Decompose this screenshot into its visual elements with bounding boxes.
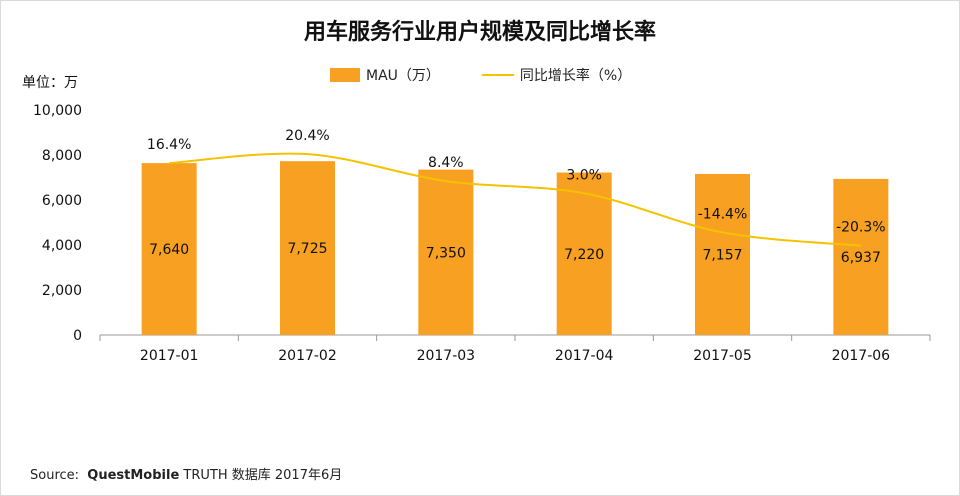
legend-bar-label: MAU（万） [366,68,440,84]
source-suffix: TRUTH 数据库 2017年6月 [183,468,343,483]
growth-rate-label: -20.3% [836,220,886,236]
chart-title: 用车服务行业用户规模及同比增长率 [303,20,656,45]
y-tick-label: 2,000 [42,283,82,299]
growth-rate-label: 16.4% [147,137,191,153]
bar-value-label: 7,157 [702,247,742,263]
x-tick-label: 2017-04 [555,348,614,364]
x-tick-label: 2017-06 [832,348,891,364]
y-tick-label: 6,000 [42,193,82,209]
source-brand: QuestMobile [87,468,180,483]
growth-rate-label: 3.0% [566,167,602,183]
bar-value-label: 6,937 [841,250,881,266]
legend-bar-swatch [330,68,360,82]
x-tick-label: 2017-03 [417,348,476,364]
bar-value-label: 7,640 [149,242,189,258]
y-tick-label: 0 [73,328,82,344]
legend: MAU（万） 同比增长率（%） [330,64,631,86]
bar [833,178,889,335]
bar [418,169,474,335]
bar [695,173,750,335]
bar-value-label: 7,220 [564,247,604,263]
bar [280,161,335,335]
x-tick-label: 2017-05 [693,348,752,364]
growth-rate-label: -14.4% [698,206,748,222]
bar [141,163,197,335]
x-tick-label: 2017-01 [140,348,199,364]
legend-line-label: 同比增长率（%） [519,68,632,84]
bar-value-label: 7,725 [287,241,327,257]
source-note: Source: QuestMobile TRUTH 数据库 2017年6月 [30,464,342,483]
growth-rate-label: 8.4% [428,155,464,171]
y-tick-label: 8,000 [42,148,82,164]
legend-line-swatch [481,74,514,76]
y-tick-label: 10,000 [33,103,82,119]
source-prefix: Source: [30,468,80,483]
y-tick-label: 4,000 [42,238,82,254]
bar [556,172,612,335]
unit-label: 单位：万 [22,75,78,91]
x-tick-label: 2017-02 [278,348,337,364]
bar-value-label: 7,350 [426,245,466,261]
growth-rate-label: 20.4% [285,128,329,144]
growth-rate-line [169,152,861,247]
